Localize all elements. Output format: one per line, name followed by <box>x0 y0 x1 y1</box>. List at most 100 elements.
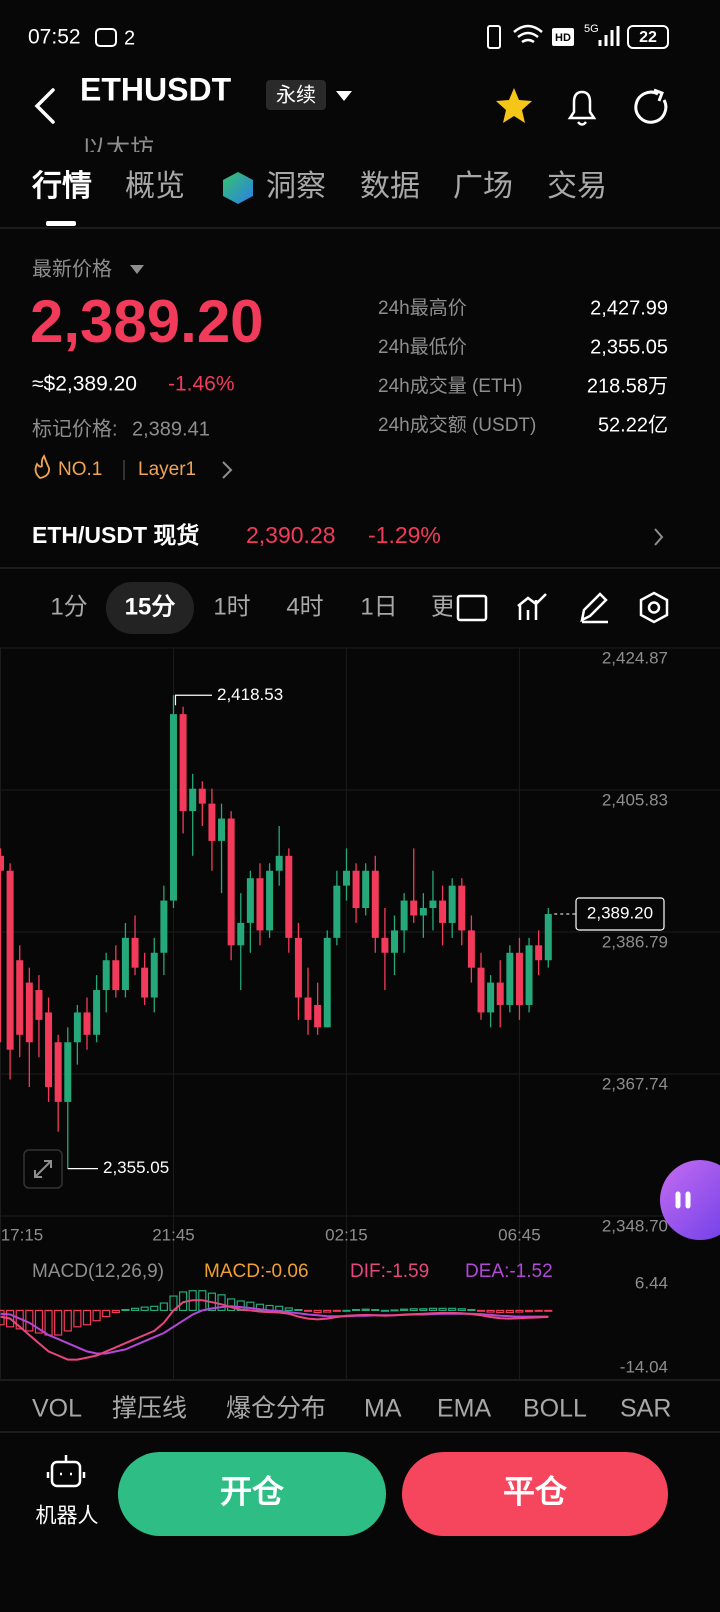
open-button-label: 开仓 <box>220 1473 285 1509</box>
last-price-label: 2,389.20 <box>587 903 653 922</box>
hd-badge <box>552 28 574 46</box>
candle-body <box>371 870 379 938</box>
candle-body <box>189 788 197 812</box>
macd-bar <box>438 1307 447 1312</box>
candle-body <box>429 900 437 909</box>
indicator-bar: VOL 撑压线 爆仓分布 MA EMA BOLL SAR <box>32 1395 671 1423</box>
candle-body <box>487 982 495 1013</box>
tab[interactable]: 概览 <box>125 170 185 203</box>
tab[interactable]: 交易 <box>547 170 607 203</box>
price-label-arrow[interactable] <box>130 265 144 274</box>
macd-bar <box>476 1309 486 1312</box>
close-button-label: 平仓 <box>503 1473 568 1509</box>
macd-bar <box>332 1309 341 1312</box>
robot-icon-detail <box>46 1455 86 1478</box>
notification-count: 2 <box>124 27 135 49</box>
macd-bar <box>457 1308 466 1312</box>
candle-body <box>448 885 456 923</box>
candle-body <box>179 714 187 812</box>
macd-bar <box>323 1309 332 1313</box>
candle-body <box>93 990 101 1035</box>
spot-price: 2,390.28 <box>246 522 336 548</box>
vibrate-icon <box>487 25 501 49</box>
macd-bar <box>303 1309 313 1312</box>
candle-body <box>381 937 389 953</box>
candle-body <box>410 900 418 916</box>
tab[interactable]: 数据 <box>360 170 420 203</box>
macd-bar <box>400 1308 409 1312</box>
interval[interactable]: 15分 <box>125 593 176 620</box>
interval[interactable]: 4时 <box>286 593 323 620</box>
hd-label: HD <box>555 32 571 44</box>
contract-badge[interactable] <box>266 80 326 110</box>
draw-icon[interactable] <box>580 592 608 624</box>
candle-body <box>342 870 350 886</box>
candle-body <box>419 908 427 916</box>
y-tick-label: 2,424.87 <box>602 648 668 667</box>
macd-bar <box>255 1303 265 1312</box>
candle-body <box>64 1042 72 1102</box>
macd-bar <box>361 1308 370 1312</box>
indicator[interactable]: 撑压线 <box>112 1395 187 1423</box>
fullscreen-icon[interactable] <box>456 594 488 622</box>
interval[interactable]: 1日 <box>360 593 397 620</box>
alert-bell[interactable] <box>567 90 597 126</box>
y-tick-label: 2,348.70 <box>602 1216 668 1235</box>
candle-body <box>515 952 523 1005</box>
x-tick-label: 06:45 <box>498 1225 541 1244</box>
expand-button[interactable] <box>23 1149 63 1189</box>
candle-body <box>362 870 370 909</box>
settings-icon[interactable] <box>639 591 669 624</box>
robot-label[interactable]: 机器人 <box>36 1505 99 1528</box>
tab[interactable]: 洞察 <box>266 170 326 203</box>
close-button[interactable] <box>402 1452 668 1536</box>
sector-tag[interactable]: Layer1 <box>138 459 196 480</box>
candle-body <box>73 1012 81 1043</box>
tab[interactable]: 广场 <box>453 170 513 203</box>
candle-body <box>535 945 543 961</box>
candle-body <box>544 913 552 961</box>
tab[interactable]: 行情 <box>31 170 92 203</box>
spot-pair[interactable]: ETH/USDT 现货 <box>32 522 199 548</box>
status-time: 07:52 <box>28 26 81 49</box>
indicator[interactable]: BOLL <box>523 1395 587 1423</box>
macd-bar <box>313 1309 322 1314</box>
macd-bar <box>111 1309 120 1314</box>
macd-value: MACD:-0.06 <box>204 1261 309 1282</box>
macd-bar <box>534 1309 543 1312</box>
indicator[interactable]: 爆仓分布 <box>226 1395 326 1423</box>
interval[interactable]: 更 <box>431 593 455 620</box>
interval[interactable]: 1分 <box>50 593 87 620</box>
macd-bar <box>380 1309 389 1312</box>
candle-body <box>112 960 120 991</box>
refresh-icon[interactable] <box>634 88 668 124</box>
macd-bar <box>63 1309 72 1332</box>
tab-bar: 行情 概览 洞察 数据 广场 交易 <box>31 170 607 203</box>
open-button[interactable] <box>118 1452 386 1536</box>
macd-bar <box>140 1306 149 1312</box>
candle-body <box>160 900 168 953</box>
spot-chevron[interactable] <box>654 528 664 546</box>
candle-body <box>35 990 43 1020</box>
indicator[interactable]: SAR <box>620 1395 671 1423</box>
dropdown-arrow[interactable] <box>336 91 352 101</box>
indicator[interactable]: EMA <box>437 1395 492 1423</box>
indicator[interactable]: VOL <box>32 1395 82 1423</box>
indicator[interactable]: MA <box>364 1395 402 1423</box>
macd-bar <box>294 1308 303 1312</box>
candle-body <box>304 997 312 1020</box>
interval[interactable]: 1时 <box>213 593 250 620</box>
candle-body <box>83 1012 91 1035</box>
back-button[interactable] <box>34 88 55 124</box>
macd-title: MACD(12,26,9) <box>32 1261 164 1282</box>
indicator-icon[interactable] <box>517 593 547 620</box>
candle-body <box>458 885 466 931</box>
candle-body <box>45 1012 53 1087</box>
favorite-star[interactable] <box>496 88 532 123</box>
candle-body <box>352 870 360 909</box>
candle-body <box>16 960 24 1035</box>
macd-tick-label: -14.04 <box>620 1357 668 1376</box>
macd-bar <box>524 1309 534 1313</box>
candle-body <box>285 855 293 938</box>
mark-price: 2,389.41 <box>132 418 210 440</box>
